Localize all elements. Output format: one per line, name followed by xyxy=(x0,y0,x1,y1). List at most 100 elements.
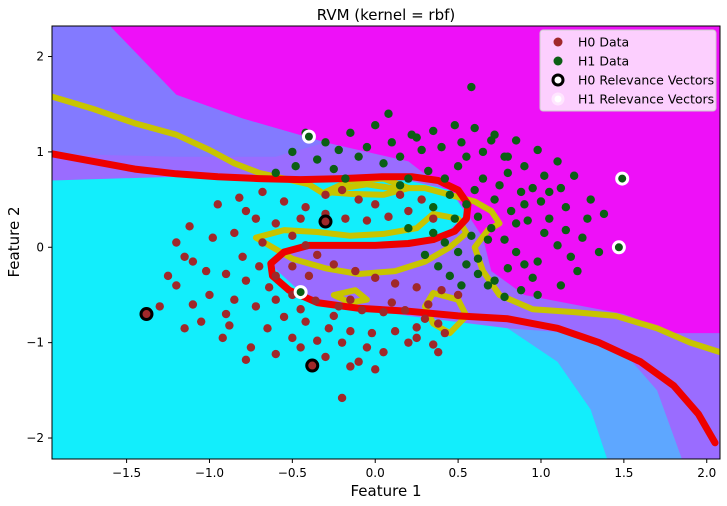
h0-data-point xyxy=(313,336,322,345)
h1-data-point xyxy=(506,206,516,216)
h1-data-point xyxy=(566,252,576,262)
h1-relevance-vector xyxy=(611,240,626,255)
h1-data-point xyxy=(533,290,542,300)
h0-data-point xyxy=(341,214,350,223)
y-tick-label: 0 xyxy=(36,240,44,254)
h1-data-point xyxy=(467,231,476,241)
h0-data-point xyxy=(321,190,330,200)
h1-data-point xyxy=(412,133,421,142)
h0-data-point xyxy=(263,324,272,333)
h0-data-point xyxy=(313,250,322,260)
x-tick-label: 1.5 xyxy=(614,466,633,480)
y-tick-label: −1 xyxy=(26,336,44,350)
h1-data-point xyxy=(341,174,350,183)
h1-data-point xyxy=(429,126,438,136)
h1-data-point xyxy=(473,212,483,221)
h1-data-point xyxy=(313,155,322,164)
h0-data-point xyxy=(230,295,239,304)
h1-data-point xyxy=(470,123,479,133)
legend-label-h0-relevance-vectors: H0 Relevance Vectors xyxy=(578,73,714,88)
h0-data-point xyxy=(387,298,397,307)
h0-data-point xyxy=(172,238,181,247)
h1-data-point xyxy=(573,266,582,276)
legend-marker-h0-relevance-vectors xyxy=(551,73,565,87)
h0-data-point xyxy=(412,283,421,292)
h0-data-point xyxy=(395,190,405,200)
h1-data-point xyxy=(503,168,513,178)
h0-data-point xyxy=(213,200,222,209)
h1-data-point xyxy=(440,174,450,183)
h0-data-point xyxy=(371,365,380,374)
h0-data-point xyxy=(412,333,421,343)
h1-data-point xyxy=(291,162,300,171)
h0-data-point xyxy=(357,306,367,315)
h1-data-point xyxy=(569,171,579,180)
h0-data-point xyxy=(251,302,261,311)
h1-data-point xyxy=(473,254,483,263)
h1-data-point xyxy=(387,138,397,147)
h1-data-point xyxy=(533,145,542,155)
h0-data-point xyxy=(301,317,310,326)
h1-data-point xyxy=(483,281,493,290)
h1-data-point xyxy=(450,120,459,130)
h0-data-point xyxy=(390,279,400,288)
relevance-vectors xyxy=(139,129,630,373)
h0-data-point xyxy=(321,352,330,362)
h1-data-point xyxy=(271,168,280,178)
h1-data-point xyxy=(528,273,537,282)
h0-data-point xyxy=(371,273,380,282)
h0-data-point xyxy=(279,312,289,322)
h1-data-point xyxy=(371,120,380,130)
h1-data-point xyxy=(429,203,438,212)
h0-data-point xyxy=(271,295,280,304)
h0-data-point xyxy=(271,349,280,359)
chart-title: RVM (kernel = rbf) xyxy=(317,6,456,24)
h0-data-point xyxy=(404,338,413,347)
h0-data-point xyxy=(440,328,450,338)
x-axis-ticks: −1.5 −1.0 −0.5 0.0 0.5 1.0 1.5 2.0 xyxy=(112,459,716,480)
legend-marker-h1-relevance-vectors xyxy=(551,92,565,106)
h0-data-point xyxy=(241,355,251,365)
h1-data-point xyxy=(445,190,455,200)
h0-data-point xyxy=(185,222,194,231)
y-tick-label: 2 xyxy=(36,50,44,64)
h0-data-point xyxy=(434,347,443,357)
h1-data-point xyxy=(379,159,388,168)
y-axis-label: Feature 2 xyxy=(5,207,23,278)
x-tick-label: 0.0 xyxy=(366,466,385,480)
h1-data-point xyxy=(445,271,455,281)
h0-data-point xyxy=(288,231,297,241)
x-tick-label: 0.5 xyxy=(449,466,468,480)
y-tick-label: 1 xyxy=(36,145,44,159)
h0-data-point xyxy=(288,333,297,343)
h0-data-point xyxy=(238,252,247,262)
h0-data-point xyxy=(241,276,251,285)
h1-data-point xyxy=(334,145,343,155)
h0-data-point xyxy=(429,214,438,223)
h1-data-point xyxy=(420,250,430,260)
h0-data-point xyxy=(362,343,372,352)
x-tick-label: 1.0 xyxy=(531,466,550,480)
h0-data-point xyxy=(180,252,189,262)
h1-relevance-vector xyxy=(615,171,630,186)
h1-data-point xyxy=(553,157,562,166)
h0-data-point xyxy=(296,214,305,223)
h1-data-point xyxy=(429,228,438,238)
h0-data-point xyxy=(225,321,234,330)
margin-contour xyxy=(330,287,370,306)
h0-data-point xyxy=(346,362,355,371)
h0-data-point xyxy=(311,296,320,305)
h0-data-point xyxy=(429,340,438,349)
h0-data-point xyxy=(453,290,463,300)
background-region-mid xyxy=(52,26,326,157)
h1-data-point xyxy=(457,138,466,147)
legend-marker-h0-data xyxy=(553,37,563,47)
h0-data-point xyxy=(334,302,343,311)
h0-data-point xyxy=(390,326,400,336)
h0-data-point xyxy=(221,269,231,279)
h0-data-point xyxy=(188,257,198,266)
h0-data-point xyxy=(271,219,280,228)
h1-data-point xyxy=(288,147,297,157)
h1-data-point xyxy=(553,241,562,250)
